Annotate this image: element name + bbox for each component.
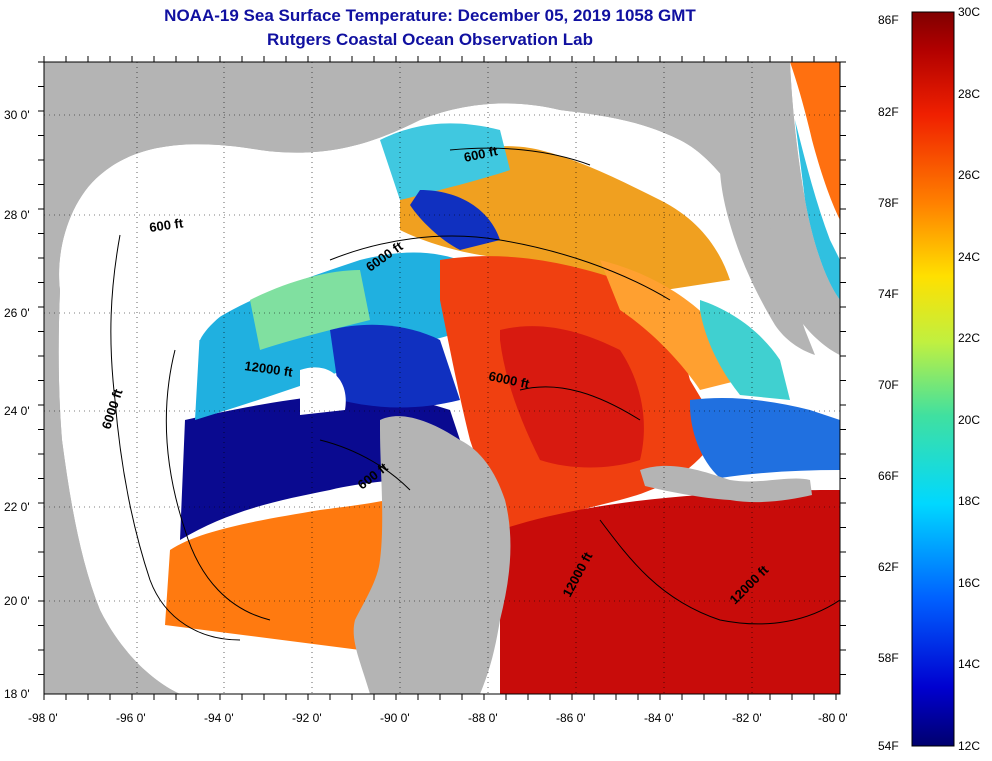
contour-label-600-nw: 600 ft [148,215,184,235]
lon-label: -84 0' [644,711,674,725]
lat-label: 20 0' [4,594,30,608]
colorbar-c-label: 22C [958,331,980,345]
lon-label: -88 0' [468,711,498,725]
lon-label: -96 0' [116,711,146,725]
contour-6000-north [329,235,671,301]
sst-caribbean-hot [500,490,840,694]
colorbar-celsius-labels: 30C 28C 26C 24C 22C 20C 18C 16C 14C 12C [958,5,980,753]
colorbar-f-label: 58F [878,651,899,665]
colorbar [911,11,955,747]
sst-fl-shelf [700,300,790,400]
map-subtitle: Rutgers Coastal Ocean Observation Lab [267,30,593,49]
contour-label-600-ne: 600 ft [463,143,500,165]
sst-fl-straits [690,398,840,478]
sst-shelf-orange [600,260,740,390]
contour-12000-south [599,519,840,625]
map-title: NOAA-19 Sea Surface Temperature: Decembe… [164,6,696,25]
colorbar-c-label: 28C [958,87,980,101]
graticule [44,62,840,694]
lon-label: -92 0' [292,711,322,725]
colorbar-f-label: 66F [878,469,899,483]
contour-600-south [319,439,411,491]
lon-label: -98 0' [28,711,58,725]
sst-north-yellow [400,146,730,300]
colorbar-f-label: 86F [878,13,899,27]
colorbar-f-label: 54F [878,739,899,753]
contour-6000-west [165,349,271,621]
map-area: 600 ft 6000 ft 6000 ft 600 ft 12000 ft 6… [44,62,840,694]
lat-label: 24 0' [4,404,30,418]
contour-600-north [449,147,591,166]
contour-600-west [110,234,241,641]
contour-label-12000-c: 12000 ft [244,358,295,380]
sst-hot-center [500,326,644,468]
cloud-center [300,367,346,415]
colorbar-c-label: 24C [958,250,980,264]
lat-label: 30 0' [4,108,30,122]
lat-label: 28 0' [4,208,30,222]
cloud-west [59,153,400,350]
axis-ticks [38,56,846,700]
cuba-land [640,465,812,503]
lon-label: -82 0' [732,711,762,725]
yucatan-land [353,416,511,694]
colorbar-f-label: 70F [878,378,899,392]
lat-label: 22 0' [4,500,30,514]
sst-mid-band [250,270,370,350]
florida-land [719,150,815,355]
colorbar-f-label: 62F [878,560,899,574]
sst-warm-sw [165,490,420,650]
lat-label: 18 0' [4,687,30,701]
lon-label: -90 0' [380,711,410,725]
sst-atlantic-warm [790,62,840,220]
contour-6000-east [519,386,641,421]
colorbar-c-label: 18C [958,494,980,508]
lon-label: -80 0' [818,711,848,725]
latitude-labels: 30 0' 28 0' 26 0' 24 0' 22 0' 20 0' 18 0… [4,108,30,701]
colorbar-c-label: 16C [958,576,980,590]
lat-label: 26 0' [4,306,30,320]
colorbar-c-label: 30C [958,5,980,19]
sst-blue-center [330,324,460,408]
sst-north-cyan [380,123,510,200]
lon-label: -86 0' [556,711,586,725]
colorbar-c-label: 12C [958,739,980,753]
us-coast-land [260,62,840,355]
map-frame [43,61,841,695]
colorbar-fahrenheit-labels: 86F 82F 78F 74F 70F 66F 62F 58F 54F [878,13,899,753]
colorbar-c-label: 14C [958,657,980,671]
sst-atlantic-cool [795,120,840,300]
mexico-texas-land [44,62,260,694]
colorbar-c-label: 26C [958,168,980,182]
colorbar-f-label: 74F [878,287,899,301]
colorbar-f-label: 78F [878,196,899,210]
longitude-labels: -98 0' -96 0' -94 0' -92 0' -90 0' -88 0… [28,711,848,725]
colorbar-f-label: 82F [878,105,899,119]
colorbar-c-label: 20C [958,413,980,427]
lon-label: -94 0' [204,711,234,725]
sst-north-blue [410,190,500,250]
